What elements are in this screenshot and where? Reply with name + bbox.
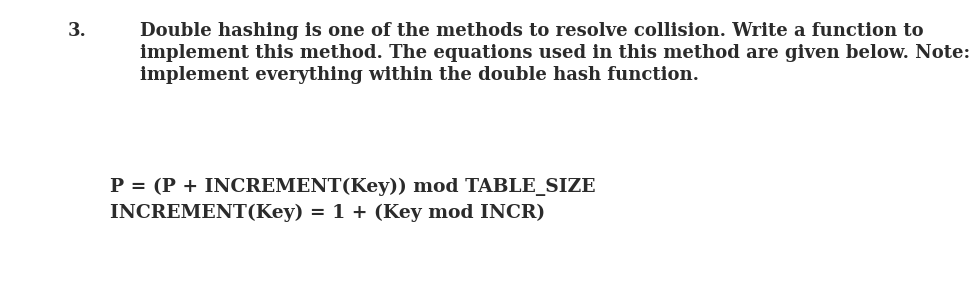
Text: implement everything within the double hash function.: implement everything within the double h… [140, 66, 699, 84]
Text: Double hashing is one of the methods to resolve collision. Write a function to: Double hashing is one of the methods to … [140, 22, 923, 40]
Text: 3.: 3. [68, 22, 86, 40]
Text: P = (P + INCREMENT(Key)) mod TABLE_SIZE: P = (P + INCREMENT(Key)) mod TABLE_SIZE [110, 178, 595, 196]
Text: INCREMENT(Key) = 1 + (Key mod INCR): INCREMENT(Key) = 1 + (Key mod INCR) [110, 204, 545, 222]
Text: implement this method. The equations used in this method are given below. Note:: implement this method. The equations use… [140, 44, 970, 62]
